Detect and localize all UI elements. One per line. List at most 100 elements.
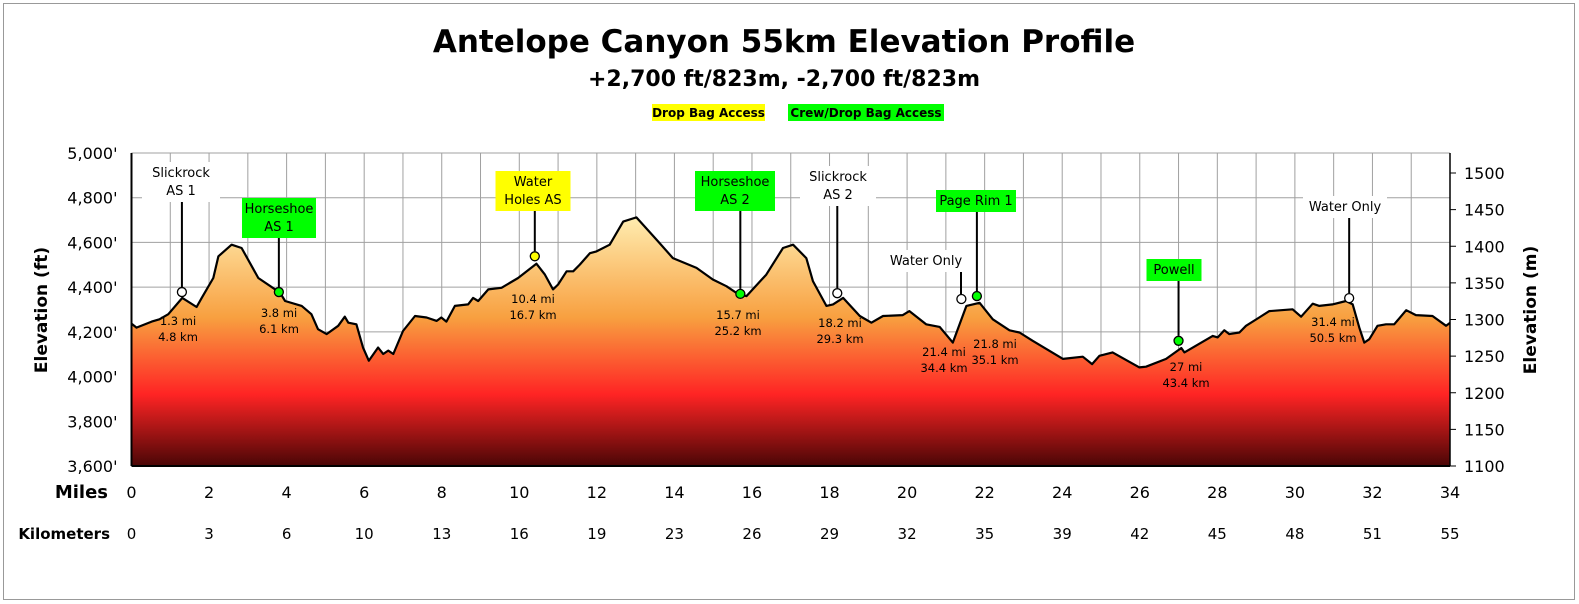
elevation-area <box>131 217 1450 466</box>
y-right-tick-label: 1200 <box>1464 384 1505 403</box>
x-tick-label-miles: 32 <box>1362 483 1382 502</box>
y-axis-label-left: Elevation (ft) <box>32 247 52 373</box>
x-tick-label-km: 0 <box>127 525 137 543</box>
aid-station-km-label: 34.4 km <box>920 361 967 375</box>
x-tick-label-miles: 24 <box>1052 483 1072 502</box>
aid-station-mile-label: 31.4 mi <box>1311 315 1355 329</box>
x-tick-label-miles: 22 <box>974 483 994 502</box>
aid-station-label-box <box>142 162 220 202</box>
y-right-tick-label: 1400 <box>1464 237 1505 256</box>
x-tick-label-km: 48 <box>1285 525 1304 543</box>
aid-station-km-label: 50.5 km <box>1309 331 1356 345</box>
aid-station-label-box <box>884 250 968 272</box>
legend-label: Drop Bag Access <box>652 106 765 120</box>
aid-station: Page Rim 1 21.8 mi 35.1 km <box>936 190 1019 367</box>
x-tick-label-miles: 34 <box>1440 483 1460 502</box>
y-tick-label: 4,000' <box>67 368 117 387</box>
x-tick-label-miles: 0 <box>126 483 136 502</box>
aid-station-marker <box>273 286 285 298</box>
y-right-tick-label: 1250 <box>1464 347 1505 366</box>
aid-station-name: AS 2 <box>720 193 750 208</box>
x-tick-label-miles: 12 <box>587 483 607 502</box>
aid-station-marker <box>176 286 188 298</box>
aid-station-name: Powell <box>1153 263 1194 278</box>
aid-station: Horseshoe AS 1 3.8 mi 6.1 km <box>242 198 316 336</box>
aid-station-label-box <box>1146 259 1202 281</box>
aid-station: Powell 27 mi 43.4 km <box>1146 259 1210 390</box>
x-tick-label-km: 23 <box>665 525 684 543</box>
y-tick-label: 4,400' <box>67 278 117 297</box>
chart-subtitle: +2,700 ft/823m, -2,700 ft/823m <box>588 67 980 92</box>
y-axis-label-right: Elevation (m) <box>1521 246 1541 374</box>
chart-title: Antelope Canyon 55km Elevation Profile <box>433 24 1135 60</box>
x-tick-label-miles: 10 <box>509 483 529 502</box>
x-tick-label-km: 13 <box>432 525 451 543</box>
aid-station-mile-label: 10.4 mi <box>511 292 555 306</box>
aid-station: Water Only 31.4 mi 50.5 km <box>1303 196 1387 345</box>
aid-station-km-label: 29.3 km <box>816 332 863 346</box>
aid-station-label-box <box>800 166 876 206</box>
aid-station-label-box <box>695 171 775 211</box>
aid-station-label-box <box>1303 196 1387 218</box>
x-axis-label-miles: Miles <box>55 482 108 503</box>
x-tick-label-km: 29 <box>820 525 839 543</box>
aid-station-name: AS 2 <box>823 188 853 203</box>
aid-station-km-label: 16.7 km <box>509 308 556 322</box>
aid-station: Slickrock AS 2 18.2 mi 29.3 km <box>800 166 876 346</box>
aid-station-label-box <box>495 171 571 211</box>
aid-station-marker <box>1173 335 1184 346</box>
x-tick-label-km: 6 <box>282 525 292 543</box>
aid-station-label-box <box>936 190 1016 212</box>
x-axis-label-km: Kilometers <box>18 525 110 543</box>
aid-station-km-label: 43.4 km <box>1162 376 1209 390</box>
x-tick-label-miles: 20 <box>897 483 917 502</box>
aid-station-name: Slickrock <box>152 166 210 181</box>
y-tick-label: 3,800' <box>67 412 117 431</box>
x-tick-label-miles: 30 <box>1285 483 1305 502</box>
aid-station-marker <box>529 251 540 262</box>
aid-station: Water Holes AS 10.4 mi 16.7 km <box>495 171 571 322</box>
x-tick-label-miles: 6 <box>359 483 369 502</box>
aid-station-marker <box>956 293 967 305</box>
aid-station-name: Page Rim 1 <box>939 194 1012 209</box>
y-tick-label: 4,600' <box>67 233 117 252</box>
x-tick-label-km: 39 <box>1053 525 1072 543</box>
aid-station-name: Water <box>514 175 553 190</box>
aid-station-name: Horseshoe <box>701 175 770 190</box>
x-tick-label-miles: 14 <box>664 483 684 502</box>
x-tick-label-km: 45 <box>1208 525 1227 543</box>
y-right-tick-label: 1450 <box>1464 201 1505 220</box>
y-right-tick-label: 1500 <box>1464 164 1505 183</box>
x-tick-label-miles: 26 <box>1130 483 1150 502</box>
aid-station-marker <box>735 288 746 300</box>
aid-station-mile-label: 1.3 mi <box>160 314 196 328</box>
y-right-tick-label: 1100 <box>1464 457 1505 476</box>
aid-station-mile-label: 21.8 mi <box>973 337 1017 351</box>
x-tick-label-km: 35 <box>975 525 994 543</box>
x-tick-label-miles: 8 <box>437 483 447 502</box>
aid-station-marker <box>971 290 983 302</box>
aid-station-km-label: 6.1 km <box>259 322 299 336</box>
aid-station-label-box <box>242 198 316 238</box>
legend-swatch <box>788 104 944 121</box>
x-tick-label-miles: 16 <box>742 483 762 502</box>
x-tick-label-miles: 4 <box>282 483 292 502</box>
axes: 5,000' 4,800' 4,600' 4,400' 4,200' 4,000' 3,80… <box>67 144 1504 543</box>
x-tick-label-miles: 28 <box>1207 483 1227 502</box>
aid-station-marker <box>832 288 843 299</box>
legend: Drop Bag Access Crew/Drop Bag Access <box>652 104 944 121</box>
y-right-tick-label: 1350 <box>1464 274 1505 293</box>
x-tick-label-km: 51 <box>1363 525 1382 543</box>
aid-station-mile-label: 27 mi <box>1170 360 1203 374</box>
aid-stations: Slickrock AS 1 1.3 mi 4.8 km Horseshoe AS 1 3.… <box>142 162 1387 390</box>
y-right-tick-label: 1150 <box>1464 420 1505 439</box>
aid-station-name: Horseshoe <box>245 202 314 217</box>
legend-swatch <box>652 104 765 121</box>
x-tick-label-miles: 18 <box>819 483 839 502</box>
aid-station-name: AS 1 <box>166 184 196 199</box>
x-tick-label-km: 55 <box>1440 525 1459 543</box>
x-tick-label-km: 3 <box>204 525 214 543</box>
aid-station: Water Only 21.4 mi 34.4 km <box>884 250 968 375</box>
aid-station-km-label: 4.8 km <box>158 330 198 344</box>
aid-station: Slickrock AS 1 1.3 mi 4.8 km <box>142 162 220 344</box>
